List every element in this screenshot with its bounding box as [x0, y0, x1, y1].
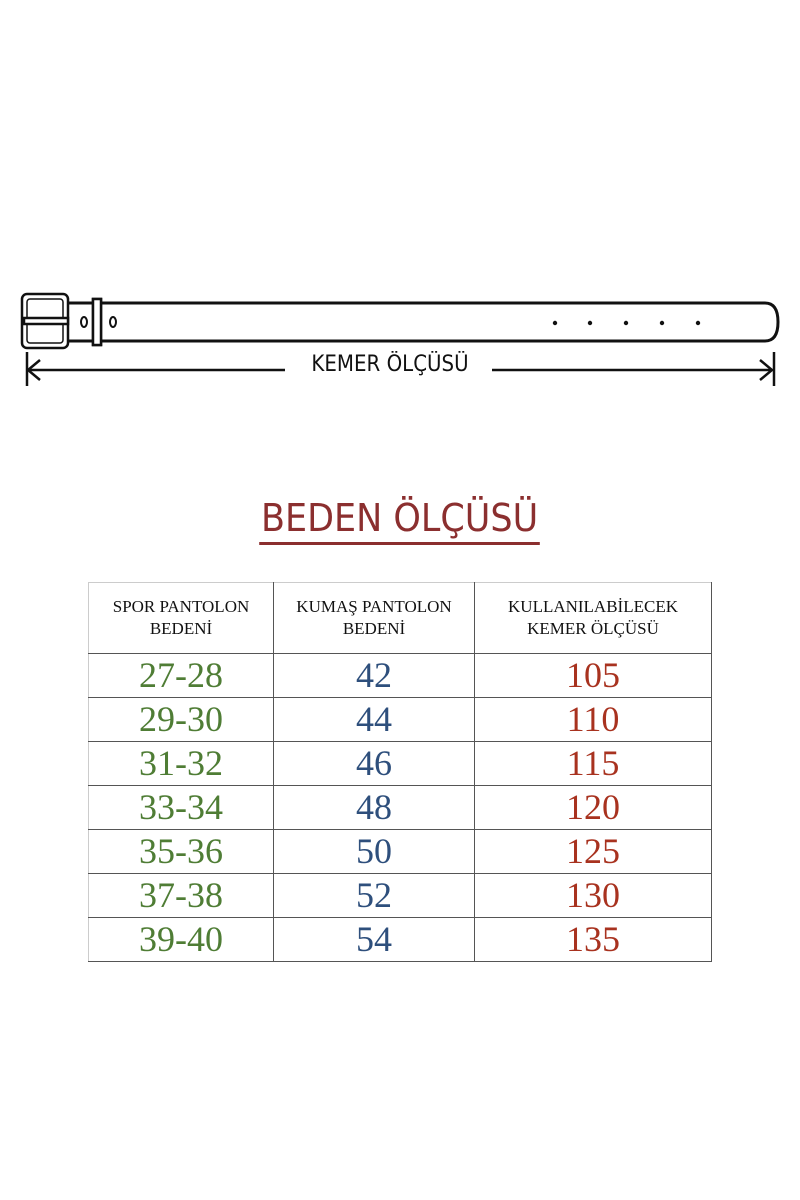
table-row: 35-36 50 125 — [88, 829, 712, 874]
belt-measure-label: KEMER ÖLÇÜSÜ — [309, 352, 471, 377]
spor-size-cell: 33-34 — [88, 785, 274, 830]
belt-size-cell: 125 — [474, 829, 712, 874]
page-title: BEDEN ÖLÇÜSÜ — [0, 496, 800, 545]
belt-size-cell: 115 — [474, 741, 712, 786]
belt-diagram — [20, 292, 780, 386]
kumas-size-cell: 52 — [273, 873, 475, 918]
belt-size-cell: 135 — [474, 917, 712, 962]
spor-size-cell: 37-38 — [88, 873, 274, 918]
table-row: 33-34 48 120 — [88, 785, 712, 830]
belt-size-cell: 130 — [474, 873, 712, 918]
spor-size-cell: 29-30 — [88, 697, 274, 742]
measure-arrow — [25, 352, 776, 386]
table-row: 31-32 46 115 — [88, 741, 712, 786]
belt-strap — [68, 301, 780, 343]
table-header-row: SPOR PANTOLON BEDENİ KUMAŞ PANTOLON BEDENİ… — [88, 582, 712, 654]
header-line: KUMAŞ PANTOLON — [296, 597, 452, 616]
kumas-size-cell: 48 — [273, 785, 475, 830]
belt-holes — [552, 320, 701, 326]
table-row: 37-38 52 130 — [88, 873, 712, 918]
table-row: 27-28 42 105 — [88, 653, 712, 698]
header-line: KEMER ÖLÇÜSÜ — [527, 619, 659, 638]
header-line: SPOR PANTOLON — [112, 597, 250, 616]
belt-size-cell: 105 — [474, 653, 712, 698]
belt-size-cell: 110 — [474, 697, 712, 742]
header-spor-pantolon: SPOR PANTOLON BEDENİ — [88, 582, 274, 654]
header-kemer-olcusu: KULLANILABİLECEK KEMER ÖLÇÜSÜ — [474, 582, 712, 654]
size-table: SPOR PANTOLON BEDENİ KUMAŞ PANTOLON BEDENİ… — [88, 582, 712, 962]
kumas-size-cell: 50 — [273, 829, 475, 874]
kumas-size-cell: 42 — [273, 653, 475, 698]
title-text: BEDEN ÖLÇÜSÜ — [259, 496, 541, 545]
header-line: BEDENİ — [342, 619, 406, 638]
kumas-size-cell: 54 — [273, 917, 475, 962]
spor-size-cell: 27-28 — [88, 653, 274, 698]
kumas-size-cell: 44 — [273, 697, 475, 742]
kumas-size-cell: 46 — [273, 741, 475, 786]
header-kumas-pantolon: KUMAŞ PANTOLON BEDENİ — [273, 582, 475, 654]
spor-size-cell: 31-32 — [88, 741, 274, 786]
header-line: BEDENİ — [149, 619, 213, 638]
belt-size-cell: 120 — [474, 785, 712, 830]
spor-size-cell: 35-36 — [88, 829, 274, 874]
spor-size-cell: 39-40 — [88, 917, 274, 962]
header-line: KULLANILABİLECEK — [508, 597, 678, 616]
table-row: 39-40 54 135 — [88, 917, 712, 962]
table-row: 29-30 44 110 — [88, 697, 712, 742]
